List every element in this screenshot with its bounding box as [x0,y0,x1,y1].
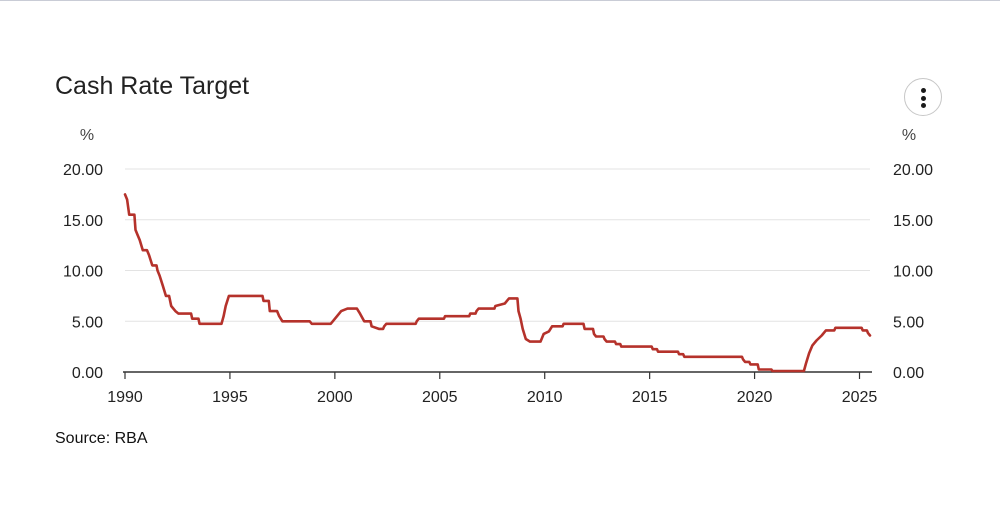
more-options-button[interactable] [904,78,942,116]
y-tick-label-right: 20.00 [893,162,933,179]
y-tick-label-left: 5.00 [72,314,103,331]
grid-lines [125,168,870,322]
x-tick-label: 1995 [212,389,248,406]
y-tick-label-right: 15.00 [893,213,933,230]
x-tick-label: 2015 [632,389,668,406]
y-tick-label-left: 15.00 [63,213,103,230]
more-vert-icon [921,88,926,108]
chart-title: Cash Rate Target [55,72,250,100]
y-tick-label-right: 10.00 [893,264,933,281]
source-note: Source: RBA [55,430,148,447]
x-tick-label: 1990 [107,389,143,406]
x-tick-label: 2020 [737,389,773,406]
y-tick-label-left: 0.00 [72,365,103,382]
tick-labels: 0.00 0.00 5.00 5.00 10.00 10.00 15.00 15.00 20.0… [63,127,933,406]
series-layer [123,193,872,373]
y-tick-label-right: 0.00 [893,365,924,382]
y-unit-label-right: % [902,127,916,144]
y-unit-label-left: % [80,127,94,144]
y-tick-label-right: 5.00 [893,314,924,331]
x-tick-label: 2000 [317,389,353,406]
y-tick-label-left: 20.00 [63,162,103,179]
x-tick-label: 2025 [842,389,878,406]
cash-rate-line [123,193,872,373]
top-divider [0,0,1000,1]
x-tick-label: 2005 [422,389,458,406]
x-tick-label: 2010 [527,389,563,406]
chart-axes [123,371,872,379]
y-tick-label-left: 10.00 [63,264,103,281]
